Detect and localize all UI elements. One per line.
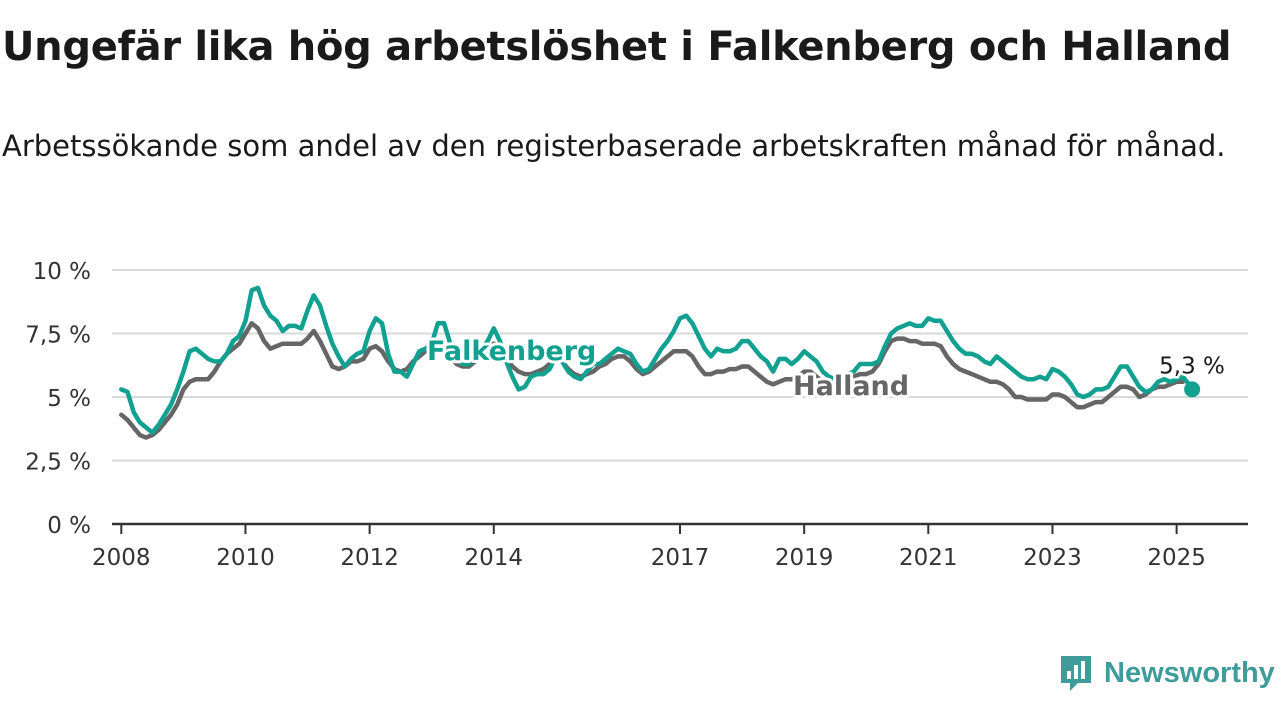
x-tick-label: 2012 [340,545,399,571]
newsworthy-brand: Newsworthy [1058,652,1275,694]
chart-title: Ungefär lika hög arbetslöshet i Falkenbe… [2,24,1232,70]
series-label-halland: Halland [793,371,909,402]
y-tick-label: 10 % [33,259,91,285]
newsworthy-logo-icon [1061,656,1091,691]
x-tick-label: 2010 [216,545,275,571]
x-tick-label: 2021 [899,545,958,571]
last-value-label: 5,3 % [1159,353,1225,379]
series-line-halland [119,321,1186,440]
series-label-falkenberg: Falkenberg [427,336,596,367]
x-tick-label: 2008 [92,545,151,571]
x-tick-label: 2014 [464,545,523,571]
last-value-point [1184,381,1201,398]
y-tick-label: 2,5 % [25,450,91,476]
x-tick-label: 2025 [1147,545,1206,571]
brand-name: Newsworthy [1104,656,1275,689]
series-line-falkenberg [119,285,1195,435]
y-tick-label: 0 % [47,513,91,539]
y-tick-label: 5 % [47,386,91,412]
line-chart: 0 % 2,5 % 5 % 7,5 % 10 % 2008 2010 2012 2014 2017… [25,259,1248,571]
y-tick-label: 7,5 % [25,323,91,349]
x-tick-label: 2017 [651,545,710,571]
x-tick-label: 2023 [1023,545,1082,571]
x-tick-label: 2019 [775,545,834,571]
chart-subtitle: Arbetssökande som andel av den registerb… [2,129,1226,163]
